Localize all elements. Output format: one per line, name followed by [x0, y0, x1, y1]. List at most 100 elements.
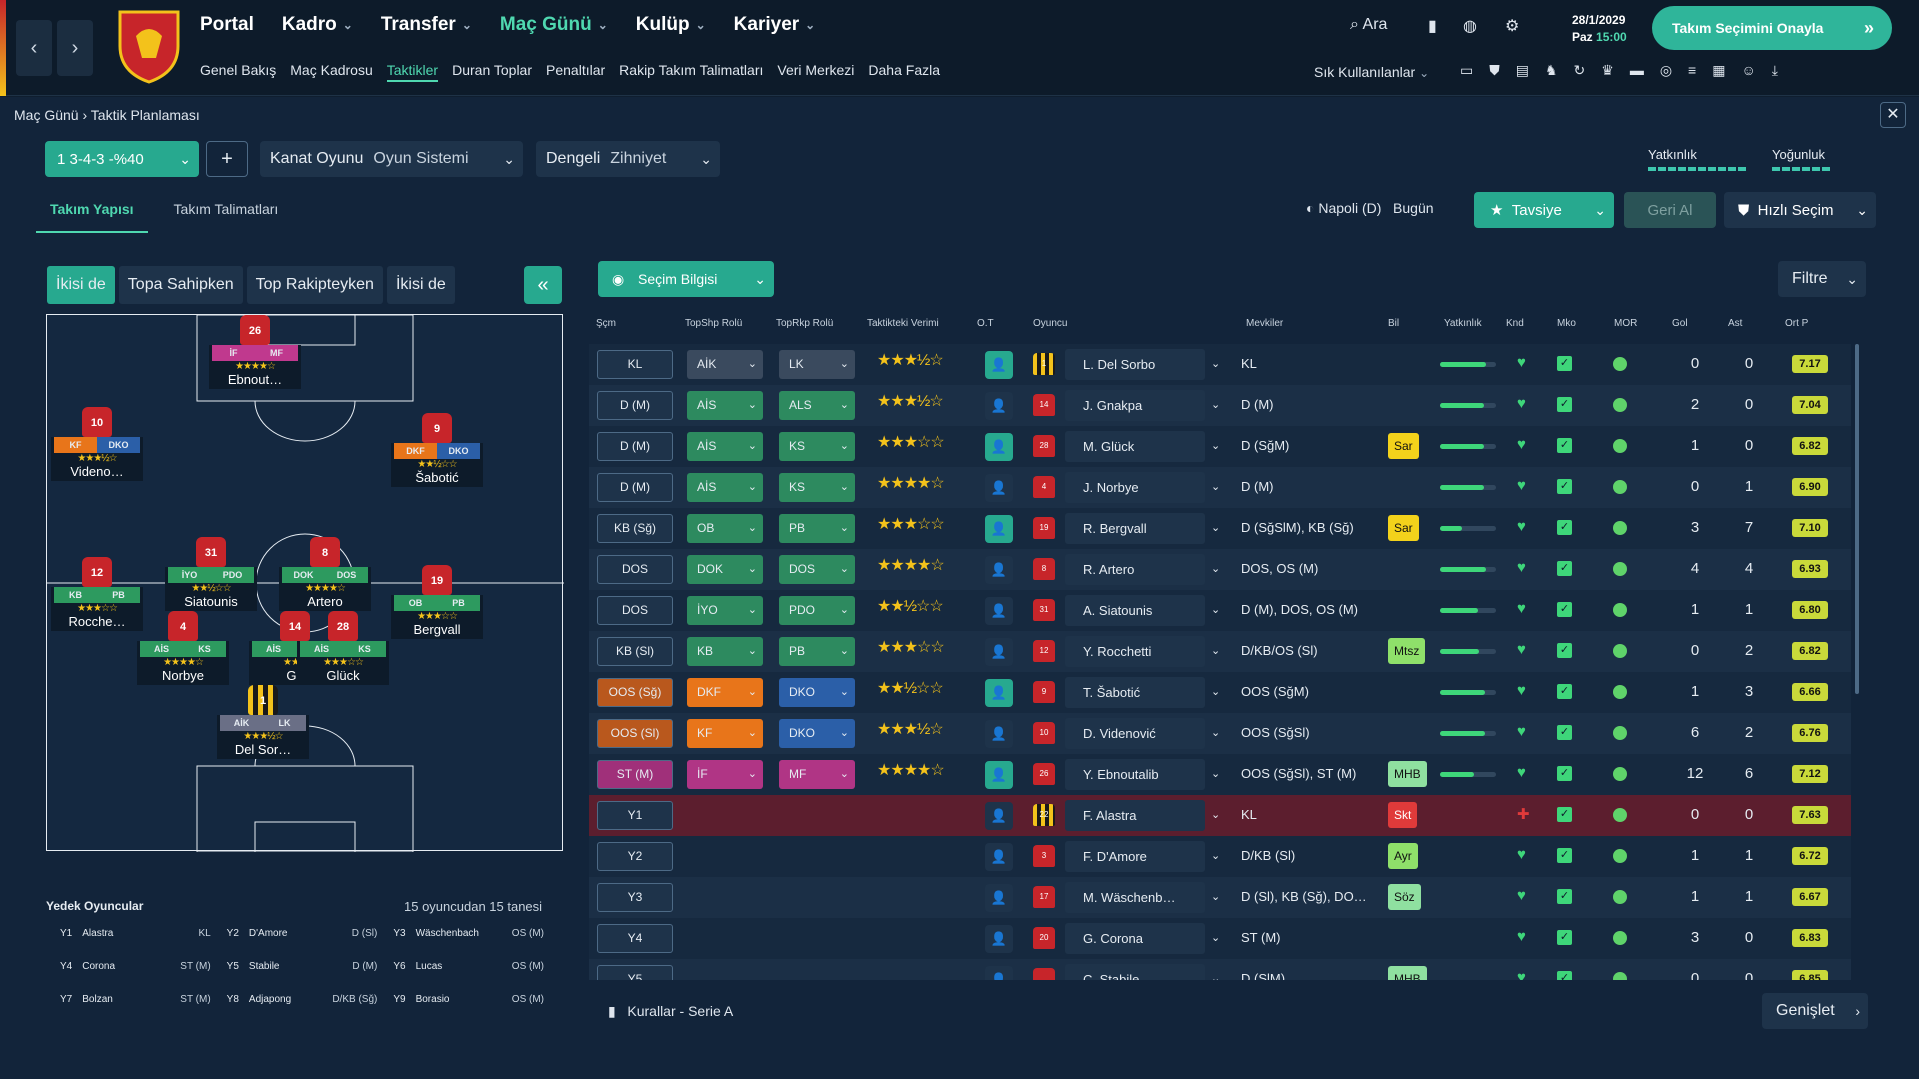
nav-item-3[interactable]: Maç Günü ⌄ [500, 14, 608, 36]
chevron-down-icon[interactable]: ⌄ [1211, 481, 1221, 493]
position-slot[interactable]: DOS [597, 555, 673, 584]
column-header[interactable]: Bil [1388, 318, 1400, 329]
position-slot[interactable]: D (M) [597, 473, 673, 502]
player-select-box[interactable]: M. Wäschenb… [1065, 882, 1205, 913]
column-header[interactable]: Knd [1506, 318, 1524, 329]
chevron-down-icon[interactable]: ⌄ [1211, 727, 1221, 739]
chevron-down-icon[interactable]: ⌄ [1211, 686, 1221, 698]
table-row[interactable]: DOS İYO ⌄ PDO ⌄ ★★½☆☆ 👤 31 A. Siatounis ⌄ D (M), D… [589, 590, 1851, 631]
player-select-box[interactable]: M. Glück [1065, 431, 1205, 462]
sub-player[interactable]: Y3 Wäschenbach OS (M) [393, 928, 560, 961]
nav-item-2[interactable]: Transfer ⌄ [381, 14, 472, 36]
column-header[interactable]: Şçm [596, 318, 616, 329]
subnav-item-5[interactable]: Rakip Takım Talimatları [619, 62, 764, 78]
sub-player[interactable]: Y7 Bolzan ST (M) [60, 994, 227, 1027]
target-icon[interactable]: ◎ [1659, 62, 1673, 78]
phase-in-possession[interactable]: Topa Sahipken [118, 266, 243, 304]
phase-both-alt[interactable]: İkisi de [386, 266, 455, 304]
chevron-down-icon[interactable]: ⌄ [1211, 932, 1221, 944]
player-select-box[interactable]: C. Stabile [1065, 964, 1205, 980]
nav-item-1[interactable]: Kadro ⌄ [282, 14, 353, 36]
chevron-down-icon[interactable]: ⌄ [1211, 891, 1221, 903]
table-row[interactable]: D (M) AİS ⌄ KS ⌄ ★★★☆☆ 👤 28 M. Glück ⌄ D (SğM) Sar ♥… [589, 426, 1851, 467]
column-header[interactable]: Gol [1672, 318, 1688, 329]
mentality-dropdown[interactable]: Dengeli Zihniyet ⌄ [536, 141, 720, 177]
bookmark-icon[interactable]: ▮ [1428, 18, 1437, 35]
report-icon[interactable]: ▤ [1515, 62, 1529, 78]
intensity-meter[interactable]: Yoğunluk [1764, 143, 1878, 175]
close-button[interactable]: ✕ [1880, 102, 1906, 128]
undo-button[interactable]: Geri Al [1624, 192, 1716, 228]
table-row[interactable]: KB (Sğ) OB ⌄ PB ⌄ ★★★☆☆ 👤 19 R. Bergvall ⌄ D (SğSl… [589, 508, 1851, 549]
subnav-item-2[interactable]: Taktikler [386, 62, 439, 82]
team-selection-person-icon[interactable]: 👤 [985, 720, 1013, 748]
out-of-possession-role-dropdown[interactable]: PB ⌄ [779, 637, 855, 666]
out-of-possession-role-dropdown[interactable]: LK ⌄ [779, 350, 855, 379]
column-header[interactable]: TopRkp Rolü [776, 318, 834, 329]
position-slot[interactable]: OOS (Sl) [597, 719, 673, 748]
in-possession-role-dropdown[interactable]: AİK ⌄ [687, 350, 763, 379]
competition-rules[interactable]: ▮ Kurallar - Serie A [608, 1003, 734, 1019]
table-row[interactable]: D (M) AİS ⌄ KS ⌄ ★★★★☆ 👤 4 J. Norbye ⌄ D (M) ♥ ✓ 0 1 6.… [589, 467, 1851, 508]
play-style-dropdown[interactable]: Kanat Oyunu Oyun Sistemi ⌄ [260, 141, 523, 177]
column-header[interactable]: Ort P [1785, 318, 1809, 329]
favorites-dropdown[interactable]: Sık Kullanılanlar ⌄ [1314, 64, 1430, 80]
table-row[interactable]: ST (M) İF ⌄ MF ⌄ ★★★★☆ 👤 26 Y. Ebnoutalib ⌄ OOS (S… [589, 754, 1851, 795]
in-possession-role-dropdown[interactable]: DKF ⌄ [687, 678, 763, 707]
filter-button[interactable]: Filtre ⌄ [1778, 261, 1866, 297]
pitch-player[interactable]: 10 KF DKO ★★★½☆ Videno… [51, 407, 143, 481]
player-select-box[interactable]: A. Siatounis [1065, 595, 1205, 626]
sub-player[interactable]: Y2 D'Amore D (Sl) [227, 928, 394, 961]
chevron-down-icon[interactable]: ⌄ [1211, 399, 1221, 411]
search-button[interactable]: ⌕ Ara [1350, 16, 1388, 33]
download-icon[interactable]: ⤓ [1771, 62, 1778, 78]
out-of-possession-role-dropdown[interactable]: MF ⌄ [779, 760, 855, 789]
sub-player[interactable]: Y1 Alastra KL [60, 928, 227, 961]
chevron-down-icon[interactable]: ⌄ [1211, 809, 1221, 821]
expand-button[interactable]: Genişlet › [1762, 993, 1868, 1029]
position-slot[interactable]: KB (Sğ) [597, 514, 673, 543]
position-slot[interactable]: KL [597, 350, 673, 379]
out-of-possession-role-dropdown[interactable]: KS ⌄ [779, 432, 855, 461]
team-selection-person-icon[interactable]: 👤 [985, 925, 1013, 953]
pitch-player[interactable]: 31 İYO PDO ★★½☆☆ Siatounis [165, 537, 257, 611]
position-slot[interactable]: ST (M) [597, 760, 673, 789]
chevron-down-icon[interactable]: ⌄ [1211, 973, 1221, 980]
team-selection-person-icon[interactable]: 👤 [985, 474, 1013, 502]
chat-icon[interactable]: ▭ [1460, 62, 1474, 78]
team-selection-person-icon[interactable]: 👤 [985, 802, 1013, 830]
out-of-possession-role-dropdown[interactable]: ALS ⌄ [779, 391, 855, 420]
table-row[interactable]: DOS DOK ⌄ DOS ⌄ ★★★★☆ 👤 8 R. Artero ⌄ DOS, OS (M) ♥… [589, 549, 1851, 590]
trophy-icon[interactable]: ♛ [1601, 62, 1614, 78]
team-selection-person-icon[interactable]: 👤 [985, 638, 1013, 666]
player-select-box[interactable]: F. Alastra [1065, 800, 1205, 831]
nav-item-4[interactable]: Kulüp ⌄ [636, 14, 706, 36]
in-possession-role-dropdown[interactable]: AİS ⌄ [687, 391, 763, 420]
in-possession-role-dropdown[interactable]: KF ⌄ [687, 719, 763, 748]
player-select-box[interactable]: G. Corona [1065, 923, 1205, 954]
position-slot[interactable]: Y4 [597, 924, 673, 953]
ticket-icon[interactable]: ▬ [1629, 62, 1644, 78]
pitch-player[interactable]: 9 DKF DKO ★★½☆☆ Šabotić [391, 413, 483, 487]
column-header[interactable]: Mko [1557, 318, 1576, 329]
chevron-down-icon[interactable]: ⌄ [1211, 563, 1221, 575]
in-possession-role-dropdown[interactable]: AİS ⌄ [687, 432, 763, 461]
confirm-team-selection-button[interactable]: Takım Seçimini Onayla» [1652, 6, 1892, 50]
column-header[interactable]: Yatkınlık [1444, 318, 1482, 329]
quick-pick-button[interactable]: ⛊ Hızlı Seçim ⌄ [1724, 192, 1876, 228]
chevron-down-icon[interactable]: ⌄ [1211, 768, 1221, 780]
sub-player[interactable]: Y9 Borasio OS (M) [393, 994, 560, 1027]
table-row[interactable]: Y5 👤 C. Stabile ⌄ D (SlM) MHB ♥ ✓ 0 0 6.85 [589, 959, 1851, 980]
out-of-possession-role-dropdown[interactable]: DKO ⌄ [779, 719, 855, 748]
table-row[interactable]: Y2 👤 3 F. D'Amore ⌄ D/KB (Sl) Ayr ♥ ✓ 1 1 6.72 [589, 836, 1851, 877]
team-selection-person-icon[interactable]: 👤 [985, 679, 1013, 707]
nav-item-5[interactable]: Kariyer ⌄ [734, 14, 816, 36]
refresh-icon[interactable]: ↻ [1573, 62, 1586, 78]
add-tactic-button[interactable]: + [206, 141, 248, 177]
player-select-box[interactable]: L. Del Sorbo [1065, 349, 1205, 380]
in-possession-role-dropdown[interactable]: İF ⌄ [687, 760, 763, 789]
familiarity-meter[interactable]: Yatkınlık [1640, 143, 1754, 175]
pitch-player[interactable]: 19 OB PB ★★★☆☆ Bergvall [391, 565, 483, 639]
subnav-item-1[interactable]: Maç Kadrosu [290, 62, 373, 78]
gear-icon[interactable]: ⚙ [1505, 18, 1520, 35]
